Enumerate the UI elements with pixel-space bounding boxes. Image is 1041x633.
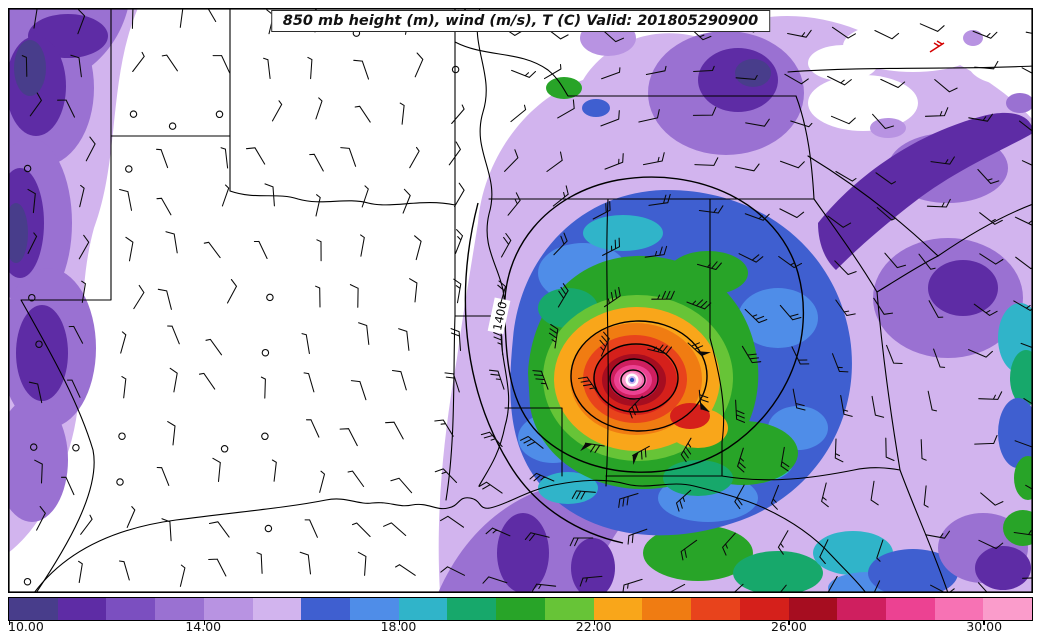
height-contour-label: 1400 bbox=[490, 300, 510, 332]
state-line bbox=[229, 7, 456, 206]
colorbar-segment-30 bbox=[983, 598, 1033, 620]
colorbar-tick bbox=[9, 621, 11, 625]
colorbar-tick bbox=[788, 621, 790, 625]
state-line bbox=[709, 198, 725, 477]
colorbar-tick-label: 10.00 bbox=[8, 619, 44, 633]
state-line bbox=[504, 407, 563, 477]
colorbar-tick-label: 30.00 bbox=[966, 619, 1003, 633]
colorbar-tick bbox=[593, 621, 595, 625]
mississippi-river-line bbox=[476, 7, 510, 487]
colorbar-labels: 10.00 14.00 18.00 22.00 26.00 30.00 bbox=[8, 620, 1033, 633]
colorbar-segment-10 bbox=[9, 598, 58, 620]
colorbar-segment-24 bbox=[691, 598, 740, 620]
colorbar-segment-15 bbox=[252, 598, 302, 620]
map-border bbox=[8, 8, 1034, 594]
colorbar-tick bbox=[398, 621, 401, 625]
colorbar-tick-label: 26.00 bbox=[771, 619, 807, 633]
state-line bbox=[787, 65, 1034, 293]
colorbar-segment-21 bbox=[544, 598, 594, 620]
state-line bbox=[445, 7, 501, 501]
colorbar-tick bbox=[983, 621, 985, 625]
colorbar-segment-26 bbox=[788, 598, 838, 620]
colorbar bbox=[8, 597, 1033, 625]
wind-barbs bbox=[21, 4, 1041, 609]
storm-center-dot bbox=[629, 377, 635, 383]
colorbar-tick-label: 18.00 bbox=[380, 619, 417, 633]
colorbar-segment-12 bbox=[106, 598, 156, 620]
wind-barb-layer bbox=[21, 4, 1041, 609]
colorbar-tick-label: 22.00 bbox=[575, 619, 612, 633]
colorbar-segment-13 bbox=[155, 598, 204, 620]
state-line bbox=[605, 198, 609, 487]
colorbar-segment-25 bbox=[739, 598, 789, 620]
colorbar-segment-22 bbox=[593, 598, 643, 620]
colorbar-segment-19 bbox=[447, 598, 497, 620]
plot-title: 850 mb height (m), wind (m/s), T (C) Val… bbox=[270, 10, 771, 32]
colorbar-segment-14 bbox=[203, 598, 253, 620]
wind-barbs bbox=[23, 29, 460, 586]
state-boundaries-layer bbox=[20, 7, 1034, 594]
map-canvas: 1400 bbox=[0, 4, 1041, 609]
atlantic-coastline bbox=[876, 203, 1034, 594]
temperature-shading-layer bbox=[0, 8, 1041, 604]
colorbar-tick-label: 14.00 bbox=[185, 619, 222, 633]
state-line bbox=[454, 41, 815, 200]
colorbar-segment-27 bbox=[837, 598, 886, 620]
height-contour-label-group: 1400 bbox=[487, 297, 511, 335]
colorbar-segment-17 bbox=[350, 598, 399, 620]
contour-label-background bbox=[487, 297, 511, 335]
colorbar-segment-20 bbox=[496, 598, 545, 620]
height-contour-layer bbox=[464, 176, 805, 544]
colorbar-segment-16 bbox=[301, 598, 351, 620]
gulf-coastline bbox=[33, 479, 867, 594]
state-line bbox=[20, 7, 231, 594]
state-line bbox=[605, 467, 901, 481]
colorbar-segment-29 bbox=[934, 598, 984, 620]
colorbar-segment-18 bbox=[398, 598, 448, 620]
colorbar-segment-28 bbox=[885, 598, 935, 620]
colorbar-segment-23 bbox=[642, 598, 692, 620]
red-wind-barb bbox=[929, 40, 945, 53]
colorbar-segment-11 bbox=[57, 598, 107, 620]
map-plot-area: 1400 bbox=[0, 4, 1041, 609]
colorbar-tick bbox=[203, 621, 206, 625]
